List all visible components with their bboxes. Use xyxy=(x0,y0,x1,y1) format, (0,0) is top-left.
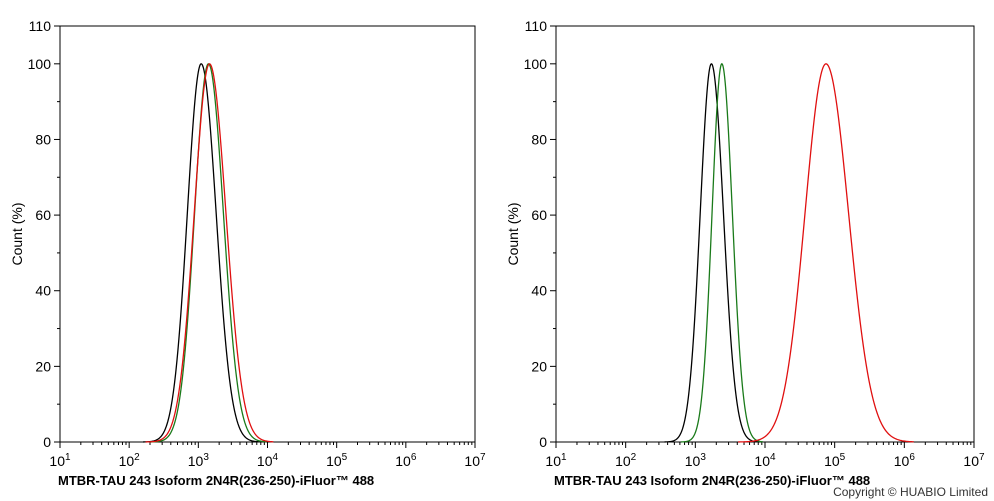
y-axis-title: Count (%) xyxy=(505,202,521,265)
x-axis-title: MTBR-TAU 243 Isoform 2N4R(236-250)-iFluo… xyxy=(554,473,870,488)
x-tick-label: 102 xyxy=(615,452,637,469)
series-curve-0 xyxy=(664,63,759,443)
y-tick-label: 40 xyxy=(35,283,51,299)
y-tick-label: 40 xyxy=(531,283,547,299)
x-tick-label: 101 xyxy=(545,452,567,469)
y-tick-label: 20 xyxy=(531,358,547,374)
x-tick-label: 102 xyxy=(119,452,141,469)
x-tick-label: 104 xyxy=(257,452,279,469)
plot-frame xyxy=(59,25,476,443)
y-tick-label: 80 xyxy=(531,131,547,147)
series-curve-0 xyxy=(143,63,260,443)
copyright-text: Copyright © HUABIO Limited xyxy=(833,485,988,499)
x-tick-label: 104 xyxy=(754,452,776,469)
x-tick-label: 107 xyxy=(963,452,985,469)
y-axis-title: Count (%) xyxy=(9,202,25,265)
series-curve-1 xyxy=(680,63,763,443)
x-tick-label: 103 xyxy=(188,452,210,469)
histogram-panel-left: 0 20 40 60 80 100 110 101 102 103 104 105 106 107 Coun… xyxy=(9,18,486,488)
x-tick-label: 101 xyxy=(49,452,71,469)
y-tick-label: 60 xyxy=(35,207,51,223)
x-tick-label: 103 xyxy=(685,452,707,469)
y-tick-label: 80 xyxy=(35,131,51,147)
x-tick-label: 105 xyxy=(326,452,348,469)
x-tick-label: 106 xyxy=(395,452,417,469)
plot-frame xyxy=(555,25,975,443)
y-tick-label: 0 xyxy=(43,434,51,450)
x-axis-title: MTBR-TAU 243 Isoform 2N4R(236-250)-iFluo… xyxy=(58,473,374,488)
x-tick-label: 105 xyxy=(824,452,846,469)
y-tick-label: 100 xyxy=(524,56,548,72)
histogram-panel-right: 0 20 40 60 80 100 110 101 102 103 104 105 106 107 Coun… xyxy=(505,18,985,488)
y-tick-label: 110 xyxy=(29,18,52,34)
series-curve-2 xyxy=(145,63,274,443)
x-tick-label: 107 xyxy=(464,452,486,469)
y-tick-label: 110 xyxy=(525,18,548,34)
y-tick-label: 0 xyxy=(539,434,547,450)
series-curve-1 xyxy=(150,63,267,443)
series-curve-2 xyxy=(738,63,914,443)
y-tick-label: 60 xyxy=(531,207,547,223)
x-tick-label: 106 xyxy=(894,452,916,469)
y-tick-label: 20 xyxy=(35,358,51,374)
y-tick-label: 100 xyxy=(28,56,52,72)
